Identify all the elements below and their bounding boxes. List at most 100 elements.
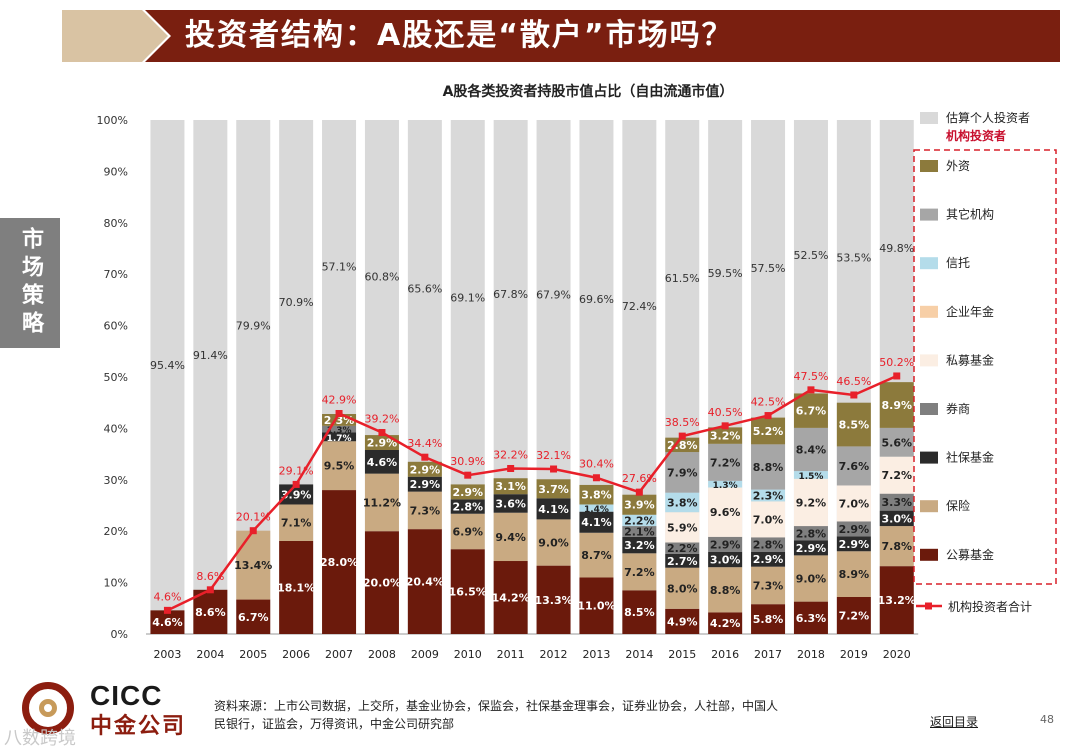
segment-label: 1.4% [584, 505, 609, 515]
total-label: 42.9% [322, 393, 357, 406]
segment-label: 18.1% [277, 581, 315, 594]
segment-保险 [279, 504, 314, 541]
segment-label: 6.3% [796, 612, 827, 625]
segment-保险 [836, 551, 871, 597]
segment-社保基金 [364, 449, 399, 474]
legend-label: 社保基金 [946, 450, 994, 465]
segment-label: 2.8% [753, 539, 784, 552]
y-tick-label: 90% [104, 165, 128, 178]
legend-line-label: 机构投资者合计 [948, 599, 1032, 614]
legend-label: 券商 [946, 401, 970, 416]
x-tick-label: 2013 [582, 648, 610, 661]
segment-外资 [536, 479, 571, 499]
segment-私募基金 [836, 485, 871, 522]
x-tick-label: 2003 [153, 648, 181, 661]
segment-券商 [322, 425, 357, 433]
segment-公募基金 [879, 566, 914, 634]
total-point [635, 488, 643, 496]
segment-私募基金 [708, 487, 743, 537]
retail-bar [193, 120, 228, 634]
legend-label: 私募基金 [946, 352, 994, 367]
segment-label: 8.0% [667, 582, 698, 595]
segment-外资 [622, 494, 657, 515]
segment-label: 13.4% [234, 559, 272, 572]
logo-text-cn: 中金公司 [90, 714, 187, 739]
total-point [807, 386, 815, 394]
segment-保险 [665, 567, 700, 609]
segment-label: 5.2% [753, 425, 784, 438]
legend-label: 公募基金 [946, 547, 994, 562]
legend-group-box [913, 149, 1057, 585]
legend-swatch [920, 354, 938, 367]
segment-label: 4.6% [367, 456, 398, 469]
legend-swatch [920, 451, 938, 464]
segment-其它机构 [879, 427, 914, 457]
segment-其它机构 [793, 427, 828, 472]
segment-label: 13.2% [878, 594, 916, 607]
segment-券商 [879, 493, 914, 511]
y-tick-label: 80% [104, 217, 128, 230]
segment-社保基金 [322, 432, 357, 442]
segment-label: 2.9% [410, 478, 441, 491]
segment-label: 2.3% [753, 489, 784, 502]
segment-社保基金 [665, 553, 700, 568]
total-label: 29.1% [279, 464, 314, 477]
segment-label: 20.0% [363, 577, 401, 590]
segment-label: 4.9% [667, 615, 698, 628]
segment-社保基金 [793, 540, 828, 556]
side-section-tab[interactable]: 市场策略 [0, 218, 60, 348]
x-tick-label: 2010 [454, 648, 482, 661]
segment-label: 2.9% [452, 486, 483, 499]
retail-label: 52.5% [793, 249, 828, 262]
total-label: 8.6% [196, 570, 224, 583]
total-point [335, 409, 343, 417]
segment-私募基金 [751, 501, 786, 538]
segment-label: 20.4% [406, 576, 444, 589]
y-tick-label: 40% [104, 422, 128, 435]
total-point [893, 372, 901, 380]
cicc-logo-icon [22, 682, 74, 734]
segment-label: 3.0% [881, 512, 912, 525]
legend-label-retail: 估算个人投资者 [946, 110, 1030, 125]
segment-label: 3.8% [667, 496, 698, 509]
segment-label: 9.4% [495, 531, 526, 544]
total-point [464, 471, 472, 479]
total-label: 30.9% [450, 455, 485, 468]
retail-label: 69.1% [450, 292, 485, 305]
segment-公募基金 [708, 612, 743, 634]
retail-label: 72.4% [622, 300, 657, 313]
page-number: 48 [1040, 713, 1054, 726]
y-tick-label: 100% [97, 114, 128, 127]
segment-信托 [751, 489, 786, 502]
total-label: 50.2% [879, 356, 914, 369]
total-point [507, 464, 515, 472]
segment-社保基金 [450, 499, 485, 514]
chart-title: A股各类投资者持股市值占比（自由流通市值） [443, 83, 734, 100]
segment-label: 7.1% [281, 517, 312, 530]
x-tick-label: 2012 [540, 648, 568, 661]
segment-公募基金 [836, 596, 871, 634]
back-to-contents-link[interactable]: 返回目录 [930, 715, 979, 729]
legend-swatch [920, 305, 938, 318]
segment-label: 8.7% [581, 549, 612, 562]
total-label: 42.5% [751, 396, 786, 409]
segment-公募基金 [536, 565, 571, 634]
segment-外资 [751, 417, 786, 445]
segment-公募基金 [579, 577, 614, 634]
segment-label: 2.9% [410, 463, 441, 476]
total-label: 47.5% [793, 370, 828, 383]
segment-label: 2.8% [452, 501, 483, 514]
segment-label: 28.0% [320, 556, 358, 569]
legend-swatch [920, 403, 938, 415]
segment-label: 1.3% [327, 426, 352, 436]
segment-社保基金 [708, 551, 743, 568]
segment-label: 2.9% [796, 542, 827, 555]
segment-社保基金 [836, 536, 871, 552]
segment-外资 [450, 484, 485, 500]
retail-label: 67.8% [493, 288, 528, 301]
segment-label: 3.9% [624, 499, 655, 512]
x-tick-label: 2018 [797, 648, 825, 661]
segment-label: 2.8% [796, 527, 827, 540]
segment-label: 7.3% [410, 504, 441, 517]
watermark: 八数跨境 [4, 728, 76, 749]
